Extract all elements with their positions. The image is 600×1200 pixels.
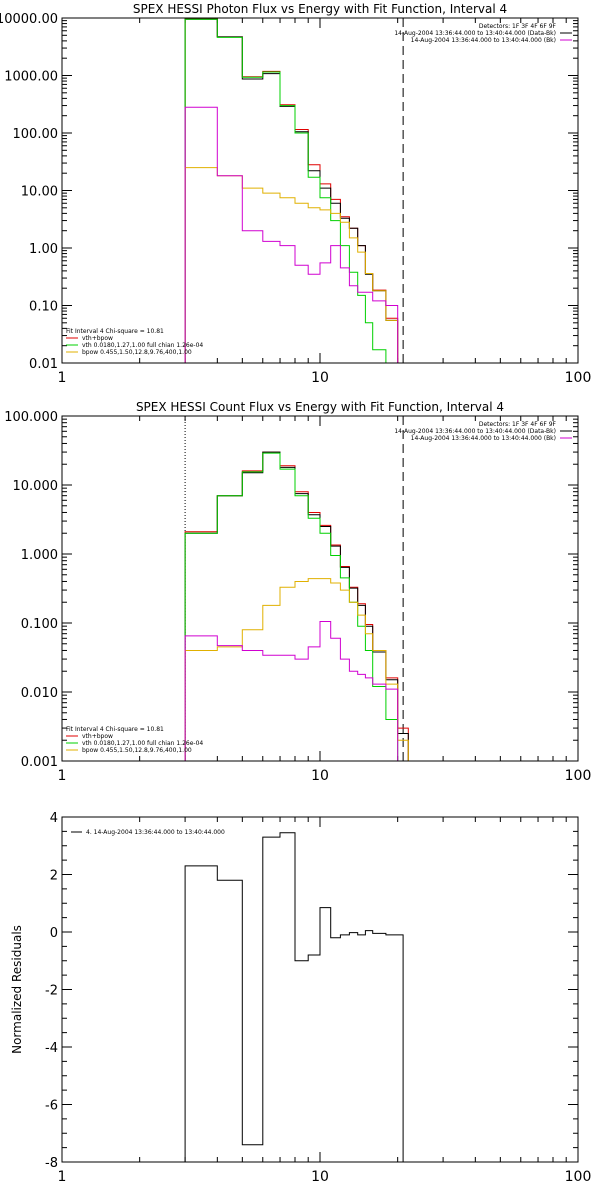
x-minor-ticks <box>139 817 567 1162</box>
legend-entry: vth 0.0180,1.27,1.00 full chian 1.26e-04 <box>82 740 203 747</box>
legend-entry: 14-Aug-2004 13:36:44.000 to 13:40:44.000… <box>394 428 556 435</box>
legend-entry: 14-Aug-2004 13:36:44.000 to 13:40:44.000… <box>394 30 556 37</box>
x-tick-label: 10 <box>311 1169 329 1185</box>
chart-panel-2: SPEX HESSI Count Flux vs Energy with Fit… <box>4 400 591 784</box>
series-data <box>184 832 404 1162</box>
legend-entry: 14-Aug-2004 13:36:44.000 to 13:40:44.000… <box>411 435 556 442</box>
legend-entry: vth 0.0180,1.27,1.00 full chian 1.26e-04 <box>82 342 203 349</box>
legend-top-left: 4. 14-Aug-2004 13:36:44.000 to 13:40:44.… <box>71 829 225 836</box>
series-bk <box>184 621 399 761</box>
series-bpow <box>184 167 399 363</box>
y-tick-label: 0.01 <box>29 357 58 372</box>
x-tick-label: 10 <box>311 768 329 784</box>
y-minor-ticks <box>62 418 578 741</box>
y-tick-label: 10.00 <box>21 185 58 200</box>
x-tick-label: 1 <box>58 370 67 386</box>
x-tick-label: 10 <box>311 370 329 386</box>
y-tick-label: -6 <box>45 1099 58 1114</box>
y-axis-label: Normalized Residuals <box>10 925 24 1054</box>
x-minor-ticks <box>139 416 567 761</box>
legend-entry: bpow 0.455,1.50,12.8,9.76,400,1.00 <box>82 349 192 356</box>
series-vth <box>184 18 387 363</box>
x-tick-label: 1 <box>58 1169 67 1185</box>
y-minor-ticks <box>62 20 578 347</box>
series-vth <box>184 452 399 761</box>
y-tick-label: 100.00 <box>13 127 59 142</box>
chart-title: SPEX HESSI Count Flux vs Energy with Fit… <box>136 400 504 414</box>
chart-panel-1: SPEX HESSI Photon Flux vs Energy with Fi… <box>0 2 591 386</box>
x-tick-label: 1 <box>58 768 67 784</box>
series-vth+bpow <box>184 451 409 761</box>
y-tick-label: 2 <box>50 869 58 884</box>
plot-frame <box>61 816 579 1163</box>
y-tick-label: 0 <box>50 926 58 941</box>
y-tick-label: 0.10 <box>29 300 58 315</box>
legend-entry: vth+bpow <box>82 335 113 342</box>
series-group <box>184 451 409 761</box>
x-tick-label: 100 <box>565 1169 592 1185</box>
legend-bottom-left: Fit Interval 4 Chi-square = 10.81vth+bpo… <box>66 726 203 754</box>
y-tick-label: 10.000 <box>13 479 59 494</box>
y-tick-label: 100.000 <box>4 410 58 425</box>
chart-title: SPEX HESSI Photon Flux vs Energy with Fi… <box>133 2 507 16</box>
series-data <box>184 18 399 363</box>
x-tick-label: 100 <box>565 370 592 386</box>
series-group <box>184 832 404 1162</box>
legend-entry: Detectors: 1F 3F 4F 6F 9F <box>479 421 557 428</box>
series-data <box>184 451 409 761</box>
legend-entry: bpow 0.455,1.50,12.8,9.76,400,1.00 <box>82 747 192 754</box>
y-tick-label: 1.00 <box>29 242 58 257</box>
y-tick-label: 4 <box>50 811 58 826</box>
series-vth+bpow <box>184 18 399 363</box>
plot-frame <box>61 17 579 364</box>
y-minor-ticks <box>62 816 578 1163</box>
chart-panel-3: Normalized Residuals 1 10 100 -8 -6 -4 -2 0 2 4 4. … <box>10 811 591 1185</box>
legend-bottom-left: Fit Interval 4 Chi-square = 10.81vth+bpo… <box>66 328 203 356</box>
y-tick-label: -2 <box>45 984 58 999</box>
legend-entry: 14-Aug-2004 13:36:44.000 to 13:40:44.000… <box>411 37 556 44</box>
legend-title: Fit Interval 4 Chi-square = 10.81 <box>66 328 164 335</box>
legend-title: Fit Interval 4 Chi-square = 10.81 <box>66 726 164 733</box>
series-group <box>184 18 399 363</box>
legend-entry: Detectors: 1F 3F 4F 6F 9F <box>479 23 557 30</box>
legend-entry: vth+bpow <box>82 733 113 740</box>
y-tick-label: 0.001 <box>21 755 58 770</box>
y-tick-label: 0.010 <box>21 686 58 701</box>
y-tick-label: 1.000 <box>21 548 58 563</box>
x-minor-ticks <box>139 18 567 363</box>
y-tick-label: -8 <box>45 1156 58 1171</box>
legend-entry: 4. 14-Aug-2004 13:36:44.000 to 13:40:44.… <box>86 829 225 836</box>
x-tick-label: 100 <box>565 768 592 784</box>
y-tick-label: 0.100 <box>21 617 58 632</box>
y-tick-label: -4 <box>45 1041 58 1056</box>
y-tick-label: 1000.00 <box>4 70 58 85</box>
plot-frame <box>61 415 579 762</box>
series-bk <box>184 106 399 363</box>
y-tick-label: 10000.00 <box>0 12 58 27</box>
